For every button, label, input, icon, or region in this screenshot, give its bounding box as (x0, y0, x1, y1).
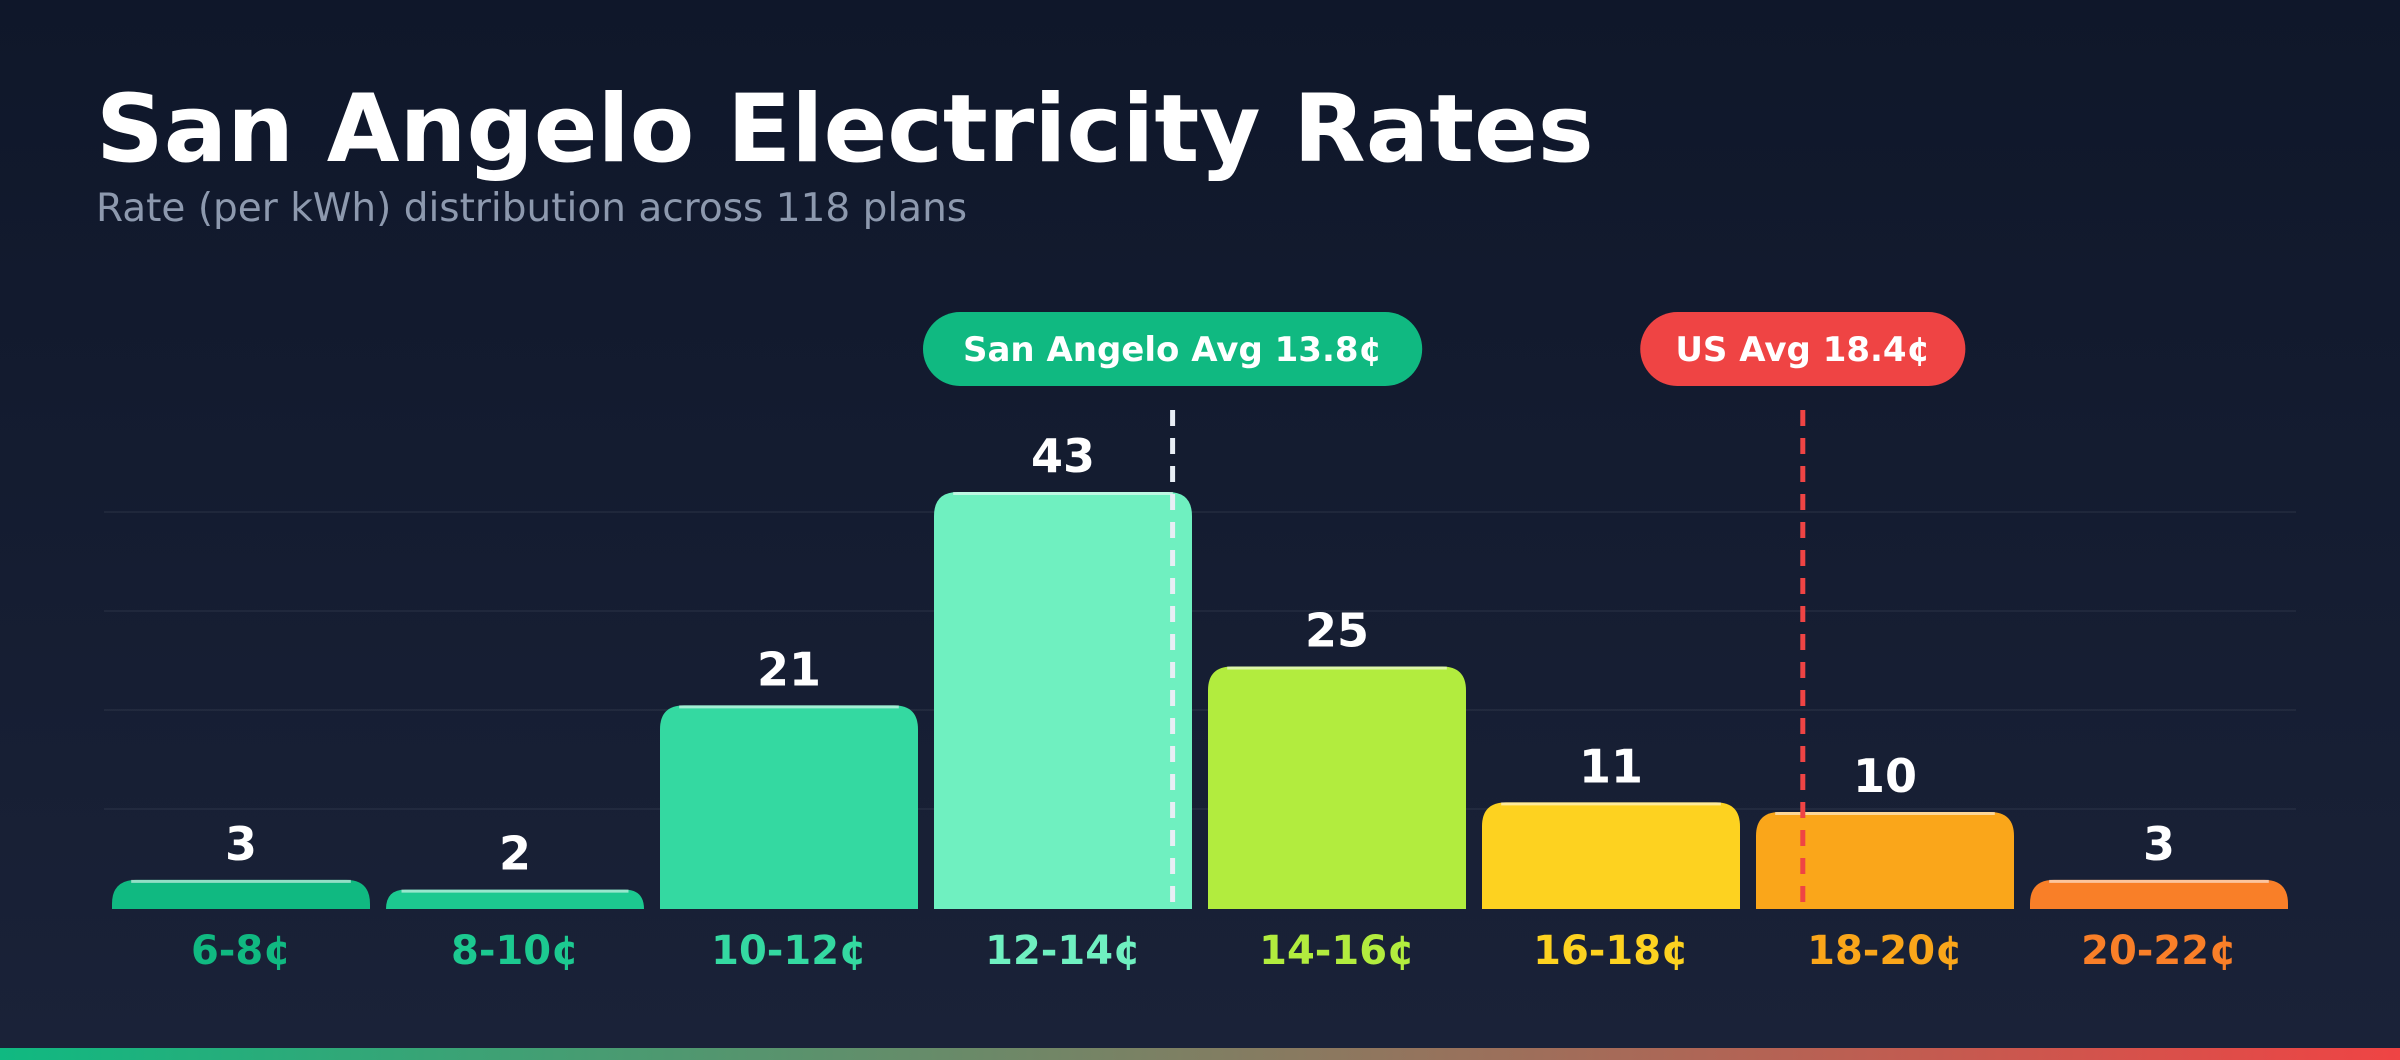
category-label: 18-20¢ (1807, 928, 1963, 974)
category-label: 12-14¢ (985, 928, 1141, 974)
bar (1756, 812, 2014, 909)
bar (1482, 802, 1740, 909)
chart-subtitle: Rate (per kWh) distribution across 118 p… (96, 186, 968, 231)
bar-value-label: 25 (1305, 604, 1369, 658)
bar-value-label: 2 (499, 827, 531, 881)
category-label: 8-10¢ (451, 928, 579, 974)
category-label: 14-16¢ (1259, 928, 1415, 974)
bar (934, 492, 1192, 909)
reference-label-pill (1640, 312, 1966, 386)
bar (1208, 666, 1466, 909)
bar (2030, 879, 2288, 909)
category-label: 16-18¢ (1533, 928, 1689, 974)
bar-value-label: 21 (757, 642, 821, 696)
category-label: 10-12¢ (711, 928, 867, 974)
bar-value-label: 3 (2143, 817, 2175, 871)
bar (112, 879, 370, 909)
bar-value-label: 11 (1579, 739, 1643, 793)
category-label: 6-8¢ (191, 928, 291, 974)
bar-value-label: 43 (1031, 429, 1095, 483)
bar-value-label: 3 (225, 817, 257, 871)
reference-label: San Angelo Avg 13.8¢ (963, 330, 1382, 370)
reference-label-pill (923, 312, 1423, 386)
bar (660, 705, 918, 909)
accent-gradient-bar (0, 1048, 2400, 1060)
category-label: 20-22¢ (2081, 928, 2237, 974)
reference-label: US Avg 18.4¢ (1675, 330, 1930, 370)
bar (386, 889, 644, 909)
chart-title: San Angelo Electricity Rates (96, 75, 1594, 184)
bar-value-label: 10 (1853, 749, 1917, 803)
